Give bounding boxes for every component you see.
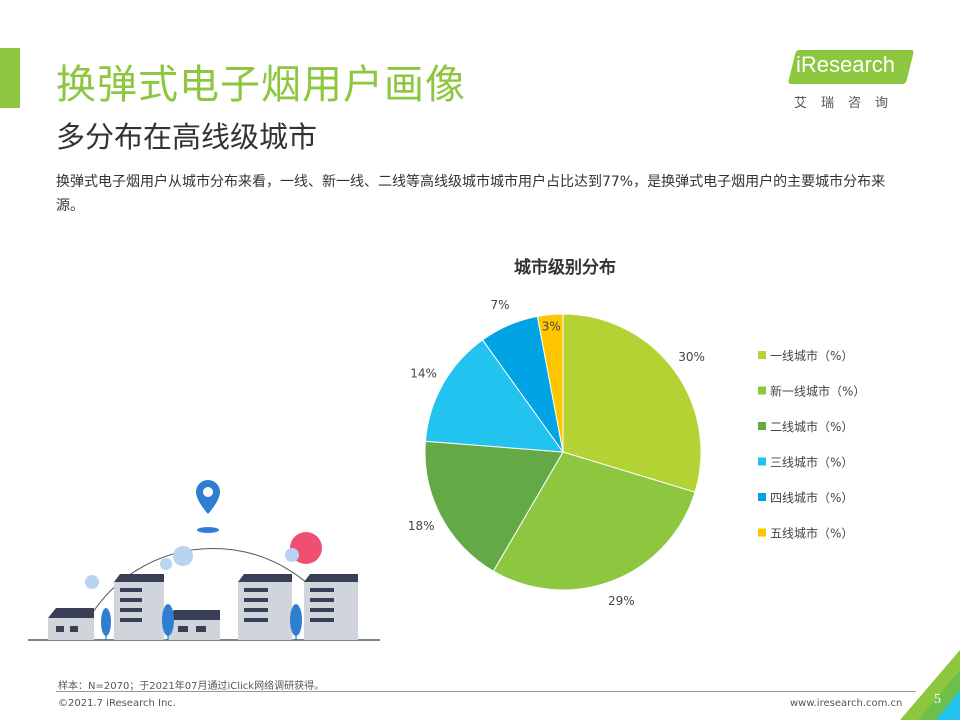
- footer-divider: [56, 691, 916, 692]
- copyright-text: ©2021.7 iResearch Inc.: [58, 698, 176, 709]
- corner-decoration: [900, 650, 960, 720]
- chart-title: 城市级别分布: [514, 258, 616, 278]
- pie-slice: [492, 451, 696, 591]
- pie-slice: [424, 339, 565, 453]
- pie-slice: [424, 440, 564, 572]
- legend-swatch: [758, 386, 766, 395]
- legend-swatch: [758, 422, 766, 430]
- slice-data-label: 30%: [678, 350, 705, 364]
- legend-swatch: [758, 493, 766, 501]
- page-subtitle: 多分布在高线级城市: [56, 120, 318, 154]
- slice-data-label: 7%: [491, 298, 510, 312]
- slice-data-label: 14%: [410, 366, 437, 380]
- legend-label: 新一线城市（%）: [770, 384, 865, 399]
- legend-label: 二线城市（%）: [770, 419, 853, 434]
- legend-label: 五线城市（%）: [770, 526, 853, 541]
- page-number: 5: [934, 692, 941, 707]
- logo-cn-text: 艾瑞咨询: [794, 96, 903, 111]
- legend-swatch: [758, 528, 766, 537]
- logo-text: iResearch: [796, 52, 896, 77]
- page-title: 换弹式电子烟用户画像: [56, 62, 466, 108]
- legend-swatch: [758, 351, 766, 359]
- legend-swatch: [758, 457, 766, 466]
- title-accent-bar: [0, 48, 20, 108]
- location-pin-icon: [196, 480, 220, 533]
- pie-slice: [562, 313, 702, 493]
- website-text: www.iresearch.com.cn: [790, 698, 903, 709]
- slice-data-label: 29%: [608, 594, 635, 608]
- city-illustration: [28, 480, 380, 641]
- iresearch-logo: iResearch 艾瑞咨询: [780, 44, 920, 114]
- slice-data-label: 3%: [542, 320, 561, 334]
- description-text: 换弹式电子烟用户从城市分布来看，一线、新一线、二线等高线级城市城市用户占比达到7…: [56, 174, 886, 214]
- legend-label: 三线城市（%）: [770, 455, 853, 470]
- slice-data-label: 18%: [408, 519, 435, 533]
- legend-label: 四线城市（%）: [770, 490, 853, 505]
- legend-label: 一线城市（%）: [770, 348, 853, 363]
- pie-chart: 30% 29% 18% 14% 7% 3% 一线城市（%） 新一线城市（%） 二线城市（%） 三线…: [408, 298, 866, 608]
- sample-note: 样本：N=2070；于2021年07月通过iClick网络调研获得。: [58, 681, 325, 692]
- pie-slice: [536, 313, 564, 453]
